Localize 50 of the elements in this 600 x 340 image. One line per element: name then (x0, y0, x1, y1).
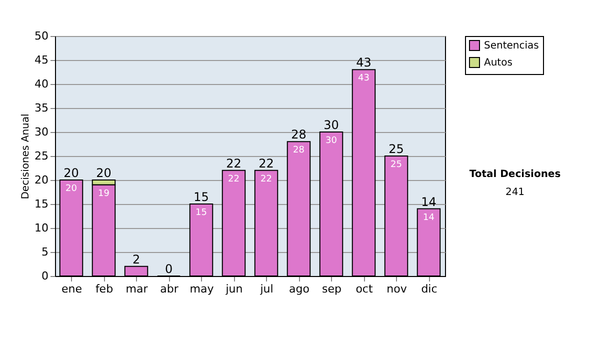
y-axis-title: Decisiones Anual (20, 114, 32, 200)
y-tick-label: 50 (34, 30, 48, 42)
text: Total Decisiones (469, 169, 561, 180)
x-tick-label: mar (126, 282, 148, 296)
x-tick-label: feb (95, 282, 114, 296)
total-label: 43 (356, 56, 372, 70)
x-tick-label: sep (322, 282, 342, 296)
x-tick-label: abr (160, 282, 179, 296)
data-label: 30 (326, 136, 338, 146)
legend-label: Sentencias (484, 40, 539, 52)
data-label: 43 (358, 74, 370, 84)
y-tick-label: 0 (42, 270, 48, 282)
y-tick-label: 45 (34, 54, 48, 66)
data-label: 22 (228, 174, 240, 184)
y-tick-label: 35 (34, 102, 48, 114)
total-label: 0 (164, 262, 173, 276)
total-label: 30 (324, 118, 339, 132)
y-tick-label: 30 (34, 126, 48, 138)
data-label: 25 (390, 160, 402, 170)
x-tick-label: jun (224, 282, 243, 296)
x-tick-label: ene (61, 282, 82, 296)
x-tick-label: nov (386, 282, 408, 296)
total-label: 20 (96, 166, 112, 180)
y-tick-label: 40 (34, 78, 48, 90)
y-tick-label: 20 (34, 174, 48, 186)
total-label: 28 (291, 128, 306, 142)
total-label: 25 (388, 142, 404, 156)
data-label: 15 (196, 208, 207, 218)
y-tick-label: 5 (42, 246, 48, 258)
total-label: 15 (194, 190, 209, 204)
total-label: 22 (226, 156, 242, 170)
x-tick-label: jul (259, 282, 274, 296)
total-label: 2 (132, 252, 140, 266)
data-label: 14 (423, 212, 435, 223)
x-tick-label: may (190, 282, 214, 296)
data-label: 20 (66, 184, 78, 194)
data-label: 22 (260, 174, 272, 184)
total-label: 14 (421, 194, 436, 209)
y-tick-label: 25 (34, 150, 48, 162)
total-label: 20 (64, 166, 79, 180)
text: 241 (505, 187, 525, 198)
x-tick-label: dic (421, 282, 438, 296)
data-label: 19 (98, 188, 110, 199)
data-label: 28 (293, 146, 305, 156)
x-tick-label: oct (356, 282, 374, 296)
legend-label: Autos (484, 58, 512, 68)
total-label: 22 (258, 156, 274, 170)
y-tick-label: 10 (34, 222, 48, 234)
y-tick-label: 15 (34, 198, 48, 210)
x-tick-label: ago (289, 282, 310, 296)
